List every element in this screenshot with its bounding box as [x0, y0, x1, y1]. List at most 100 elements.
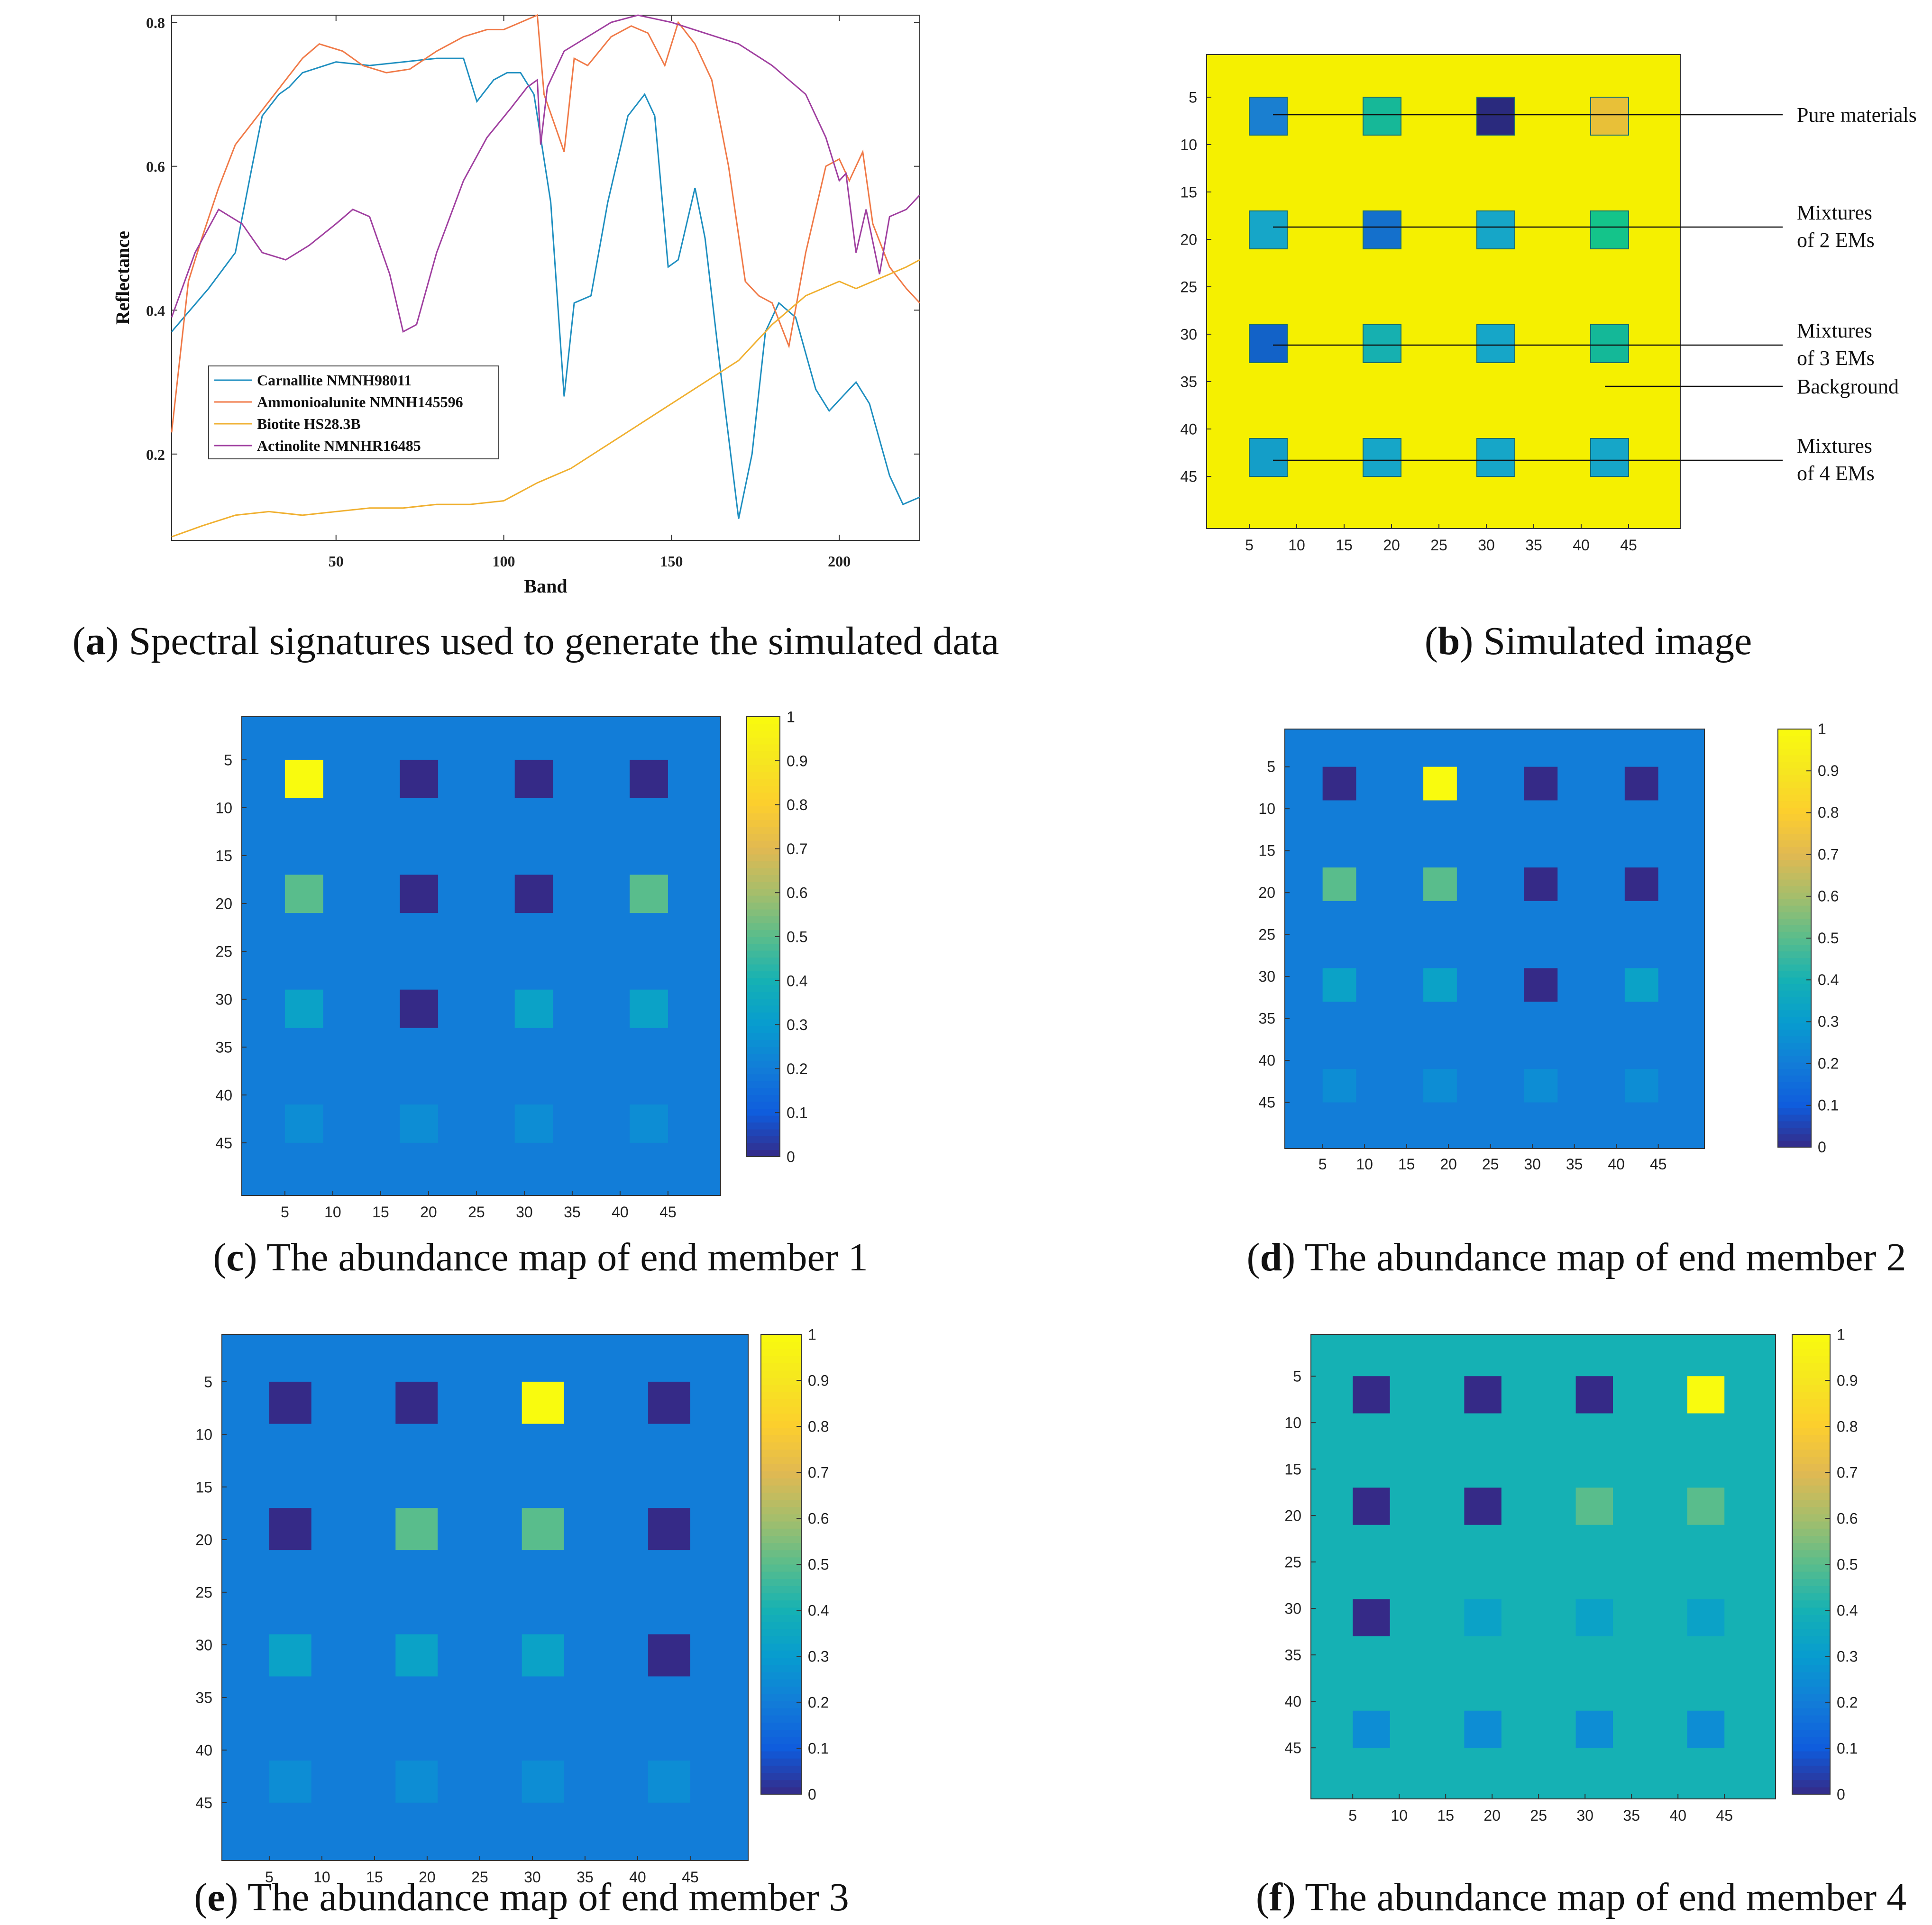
abundance-square — [400, 989, 439, 1028]
material-square — [1476, 324, 1515, 363]
abundance-square — [400, 875, 439, 913]
abundance-square — [1423, 867, 1457, 901]
colorbar-segment — [1792, 1413, 1830, 1421]
x-tick-label: 15 — [366, 1869, 383, 1886]
colorbar-segment — [1778, 925, 1811, 932]
abundance-square — [648, 1761, 690, 1803]
colorbar-segment — [1792, 1586, 1830, 1594]
abundance-square — [269, 1634, 311, 1677]
colorbar-segment — [747, 992, 780, 999]
colorbar-segment — [1792, 1578, 1830, 1587]
colorbar-segment — [1778, 1082, 1811, 1089]
colorbar-segment — [1792, 1514, 1830, 1522]
abundance-square — [284, 875, 323, 913]
y-tick-label: 30 — [1180, 326, 1197, 343]
colorbar-segment — [761, 1751, 801, 1759]
y-tick-label: 45 — [215, 1134, 232, 1151]
colorbar-tick-label: 1 — [1837, 1326, 1845, 1343]
colorbar-segment — [1792, 1435, 1830, 1442]
abundance-square — [400, 1104, 439, 1143]
colorbar-segment — [761, 1593, 801, 1601]
colorbar-segment — [747, 820, 780, 827]
y-tick-label: 15 — [1258, 842, 1275, 859]
abundance-square — [1464, 1599, 1502, 1636]
abundance-square — [1423, 766, 1457, 801]
colorbar-segment — [1778, 951, 1811, 958]
caption-letter: a — [86, 619, 106, 663]
colorbar-segment — [1778, 892, 1811, 899]
colorbar-segment — [747, 806, 780, 813]
series-line-4 — [171, 14, 921, 333]
x-tick-label: 45 — [1620, 537, 1637, 554]
colorbar-segment — [761, 1679, 801, 1687]
material-square — [1363, 438, 1401, 477]
x-tick-label: 30 — [1576, 1807, 1593, 1824]
axes-frame — [1284, 729, 1705, 1149]
legend: Carnallite NMNH98011 Ammonioalunite NMNH1… — [208, 365, 499, 459]
material-square — [1249, 324, 1288, 363]
colorbar-segment — [747, 827, 780, 834]
colorbar-segment — [1792, 1542, 1830, 1551]
colorbar-segment — [1778, 885, 1811, 893]
colorbar-segment — [761, 1658, 801, 1665]
colorbar-segment — [747, 737, 780, 745]
y-tick-label: 40 — [1180, 421, 1197, 438]
abundance-square — [284, 1104, 323, 1143]
colorbar-tick-label: 0.3 — [787, 1016, 807, 1033]
abundance-square — [1524, 968, 1558, 1002]
x-tick-label: 10 — [313, 1869, 330, 1886]
x-tick-label: 45 — [659, 1204, 677, 1221]
colorbar-segment — [1792, 1708, 1830, 1715]
colorbar-segment — [1792, 1615, 1830, 1622]
plot-area — [171, 15, 920, 541]
caption-a: (a) Spectral signatures used to generate… — [73, 619, 999, 663]
colorbar-segment — [1792, 1751, 1830, 1759]
abundance-square — [395, 1508, 438, 1551]
caption-letter: b — [1438, 619, 1460, 663]
colorbar-segment — [1792, 1600, 1830, 1608]
caption-text: Simulated image — [1473, 619, 1752, 663]
x-tick-label: 200 — [828, 553, 851, 570]
x-tick-label: 40 — [612, 1204, 629, 1221]
y-tick-label: 45 — [195, 1794, 212, 1811]
colorbar-tick-label: 0.1 — [1837, 1740, 1858, 1757]
legend-box — [208, 365, 499, 459]
y-tick-label: 40 — [215, 1086, 232, 1104]
x-tick-label: 45 — [1650, 1156, 1667, 1173]
colorbar-segment — [747, 937, 780, 944]
x-tick-label: 30 — [1524, 1156, 1541, 1173]
y-tick-label: 20 — [195, 1531, 212, 1548]
colorbar-segment — [1792, 1377, 1830, 1385]
material-square — [1590, 324, 1629, 363]
colorbar-segment — [1778, 794, 1811, 802]
abundance-square — [1464, 1376, 1502, 1414]
colorbar-segment — [761, 1385, 801, 1392]
colorbar-segment — [761, 1779, 801, 1788]
annotation-label: Pure materials — [1797, 103, 1917, 127]
caption-text: The abundance map of end member 1 — [257, 1235, 868, 1279]
colorbar-segment — [747, 813, 780, 821]
abundance-square — [514, 1104, 553, 1143]
colorbar-segment — [1792, 1643, 1830, 1651]
colorbar-segment — [1792, 1658, 1830, 1665]
abundance-square — [1423, 1068, 1457, 1103]
colorbar-segment — [1778, 788, 1811, 795]
abundance-square — [1524, 766, 1558, 801]
colorbar-segment — [1792, 1571, 1830, 1579]
colorbar-segment — [761, 1334, 801, 1342]
colorbar-segment — [747, 1019, 780, 1027]
x-tick-label: 5 — [1348, 1807, 1357, 1824]
colorbar-segment — [747, 772, 780, 779]
colorbar-tick-label: 0.5 — [1837, 1556, 1858, 1573]
abundance-map-d: 5 10 15 20 25 30 35 40 45 5 10 15 20 25 30 35 40 45 0 0.1 0.… — [1258, 721, 1839, 1173]
colorbar-segment — [761, 1349, 801, 1357]
abundance-map-e: 5 10 15 20 25 30 35 40 45 5 10 15 20 25 30 35 40 45 0 0.1 0.… — [195, 1326, 829, 1886]
caption-paren-open: ( — [213, 1235, 226, 1279]
simulated-image: 5 10 15 20 25 30 35 40 45 5 10 15 20 25 30 35 40 45 Pure m… — [1180, 54, 1917, 554]
colorbar-segment — [1778, 768, 1811, 775]
colorbar-segment — [1792, 1686, 1830, 1694]
legend-label: Ammonioalunite NMNH145596 — [257, 393, 463, 411]
x-tick-label: 20 — [420, 1204, 437, 1221]
colorbar-segment — [747, 923, 780, 931]
abundance-square — [522, 1634, 564, 1677]
